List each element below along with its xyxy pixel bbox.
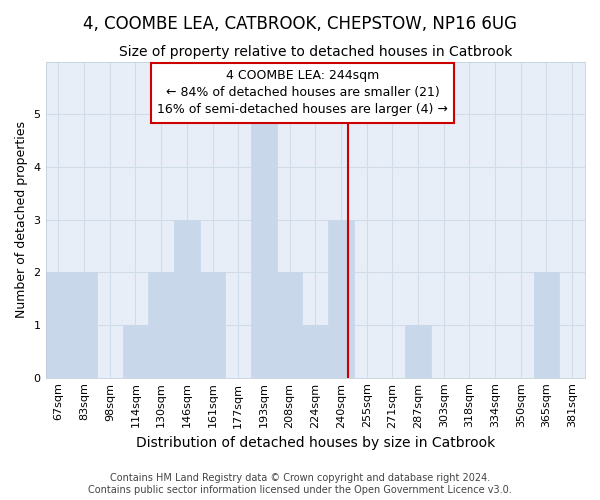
Bar: [148, 272, 174, 378]
Text: 4, COOMBE LEA, CATBROOK, CHEPSTOW, NP16 6UG: 4, COOMBE LEA, CATBROOK, CHEPSTOW, NP16 …: [83, 15, 517, 33]
Bar: [302, 325, 328, 378]
Bar: [174, 220, 200, 378]
X-axis label: Distribution of detached houses by size in Catbrook: Distribution of detached houses by size …: [136, 436, 495, 450]
Bar: [533, 272, 559, 378]
Bar: [251, 114, 277, 378]
Bar: [200, 272, 226, 378]
Bar: [122, 325, 148, 378]
Title: Size of property relative to detached houses in Catbrook: Size of property relative to detached ho…: [119, 45, 512, 59]
Bar: [277, 272, 302, 378]
Bar: [405, 325, 431, 378]
Text: 4 COOMBE LEA: 244sqm
← 84% of detached houses are smaller (21)
16% of semi-detac: 4 COOMBE LEA: 244sqm ← 84% of detached h…: [157, 70, 448, 116]
Text: Contains HM Land Registry data © Crown copyright and database right 2024.
Contai: Contains HM Land Registry data © Crown c…: [88, 474, 512, 495]
Bar: [328, 220, 354, 378]
Bar: [46, 272, 71, 378]
Y-axis label: Number of detached properties: Number of detached properties: [15, 121, 28, 318]
Bar: [71, 272, 97, 378]
